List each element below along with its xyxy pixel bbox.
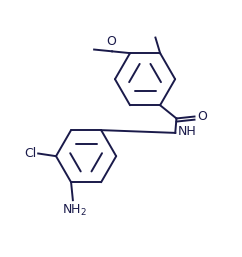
Text: NH: NH xyxy=(178,125,197,138)
Text: O: O xyxy=(197,110,207,123)
Text: O: O xyxy=(106,35,116,49)
Text: NH$_2$: NH$_2$ xyxy=(61,203,87,218)
Text: Cl: Cl xyxy=(24,147,36,160)
